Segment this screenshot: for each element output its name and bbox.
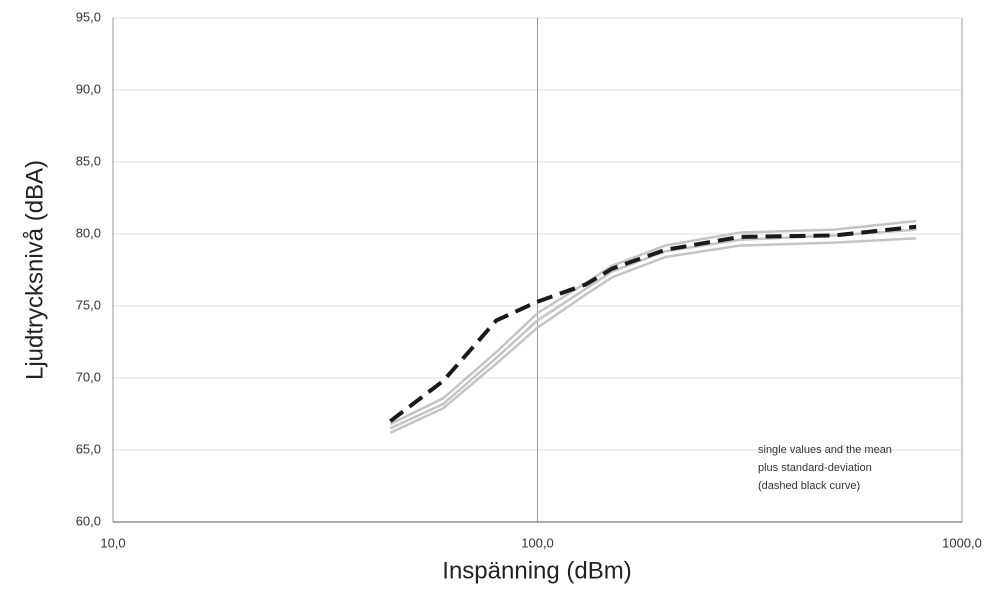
y-tick-label: 80,0 [76,225,101,240]
y-tick-label: 90,0 [76,81,101,96]
data-line [389,237,917,434]
x-axis-label: Inspänning (dBm) [442,557,631,584]
annotation: plus standard-deviation [758,462,872,474]
x-tick-label: 10,0 [100,535,125,550]
data-line [389,219,917,426]
y-tick-label: 65,0 [76,441,101,456]
annotation: (dashed black curve) [758,480,860,492]
y-tick-label: 70,0 [76,369,101,384]
annotation: single values and the mean [758,444,892,456]
y-axis-label: Ljudtrycksnivå (dBA) [21,160,48,380]
data-line [389,224,917,423]
y-tick-label: 95,0 [76,9,101,24]
x-tick-label: 100,0 [521,535,554,550]
data-line [389,228,917,430]
y-tick-label: 85,0 [76,153,101,168]
y-tick-label: 60,0 [76,513,101,528]
x-tick-label: 1000,0 [942,535,982,550]
y-tick-label: 75,0 [76,297,101,312]
